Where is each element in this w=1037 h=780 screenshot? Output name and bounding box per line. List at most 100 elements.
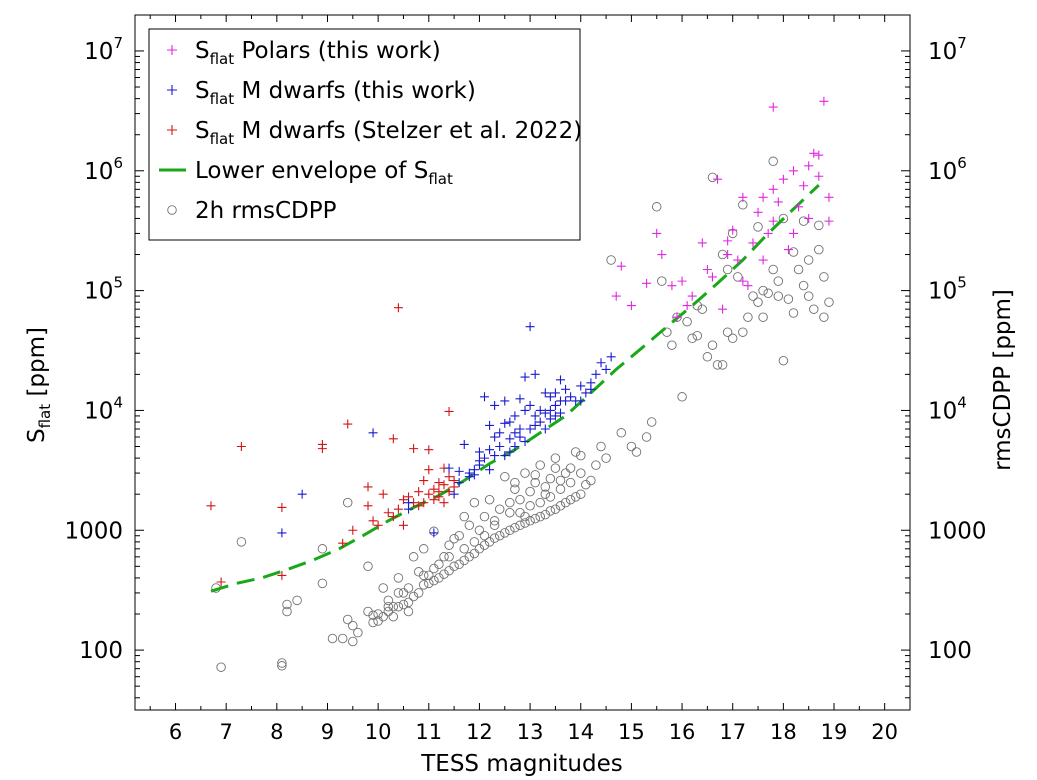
- cdpp-point: [550, 453, 561, 463]
- polars-point: [804, 161, 814, 171]
- cdpp-point: [510, 484, 520, 494]
- series-cdpp: [211, 156, 834, 672]
- cdpp-point: [444, 540, 454, 550]
- stelzer-point: [388, 434, 398, 444]
- stelzer-point: [444, 472, 454, 482]
- cdpp-point: [758, 285, 768, 296]
- cdpp-point: [565, 463, 576, 473]
- polars-point: [788, 228, 798, 238]
- polars-point: [697, 238, 707, 248]
- cdpp-point: [677, 392, 687, 402]
- polars-point: [783, 245, 793, 255]
- cdpp-point: [570, 447, 581, 457]
- x-tick-label: 7: [219, 720, 232, 744]
- cdpp-point: [500, 471, 510, 482]
- mdwarfs-point: [429, 528, 439, 538]
- x-tick-label: 6: [169, 720, 182, 744]
- cdpp-point: [494, 530, 505, 541]
- mdwarfs-point: [500, 396, 510, 406]
- cdpp-point: [413, 588, 424, 598]
- cdpp-point: [459, 555, 469, 566]
- cdpp-point: [489, 516, 500, 526]
- cdpp-point: [515, 520, 525, 531]
- mdwarfs-point: [530, 411, 540, 421]
- cdpp-point: [682, 316, 692, 327]
- stelzer-point: [439, 498, 449, 508]
- legend: Sflat Polars (this work) Sflat M dwarfs (…: [148, 28, 582, 241]
- cdpp-point: [449, 561, 459, 572]
- cdpp-point: [748, 291, 758, 301]
- cdpp-point: [687, 333, 697, 344]
- cdpp-point: [591, 460, 601, 470]
- cdpp-point: [342, 614, 353, 625]
- mdwarfs-point: [464, 472, 474, 482]
- cdpp-point: [819, 312, 829, 322]
- cdpp-point: [702, 352, 713, 362]
- mdwarfs-point: [500, 418, 510, 428]
- mdwarfs-point: [510, 411, 520, 421]
- cdpp-point: [560, 497, 571, 508]
- cdpp-point: [525, 486, 535, 497]
- cdpp-point: [408, 552, 419, 562]
- mdwarfs-point: [566, 392, 576, 402]
- cdpp-point: [692, 330, 703, 341]
- cdpp-point: [768, 264, 778, 275]
- mdwarfs-point: [596, 358, 606, 368]
- cdpp-point: [282, 599, 292, 610]
- mdwarfs-point: [540, 424, 550, 434]
- stelzer-point: [419, 476, 429, 486]
- mdwarfs-point: [576, 381, 586, 391]
- cdpp-point: [535, 511, 545, 522]
- cdpp-point: [550, 463, 561, 473]
- cdpp-point: [378, 611, 388, 622]
- mdwarfs-point: [277, 528, 287, 538]
- cdpp-point: [353, 627, 363, 638]
- cdpp-point: [540, 482, 551, 492]
- cdpp-point: [707, 172, 718, 183]
- mdwarfs-point: [606, 352, 616, 362]
- cdpp-point: [530, 513, 540, 524]
- cdpp-point: [449, 533, 459, 544]
- x-tick-label: 15: [618, 720, 645, 744]
- cdpp-point: [641, 432, 652, 442]
- cdpp-point: [530, 477, 540, 488]
- stelzer-point: [363, 482, 373, 492]
- polars-point: [738, 192, 748, 202]
- cdpp-point: [393, 573, 404, 583]
- cdpp-point: [469, 497, 480, 508]
- mdwarfs-point: [510, 428, 520, 438]
- stelzer-point: [419, 498, 429, 508]
- cdpp-point: [798, 216, 809, 226]
- mdwarfs-point: [601, 364, 611, 374]
- cdpp-point: [697, 304, 708, 314]
- mdwarfs-point: [540, 408, 550, 418]
- cdpp-point: [586, 475, 596, 486]
- cdpp-point: [500, 528, 510, 538]
- x-tick-label: 16: [669, 720, 696, 744]
- cdpp-point: [342, 497, 353, 508]
- stelzer-point: [317, 444, 327, 454]
- polars-point: [758, 255, 768, 265]
- cdpp-point: [484, 494, 495, 505]
- cdpp-point: [408, 591, 419, 602]
- mdwarfs-point: [495, 428, 505, 438]
- cdpp-point: [429, 563, 439, 574]
- cdpp-point: [520, 468, 530, 478]
- legend-label-envelope: Lower envelope of Sflat: [195, 158, 453, 188]
- cdpp-point: [778, 355, 789, 366]
- mdwarfs-point: [505, 434, 515, 444]
- mdwarfs-point: [561, 396, 571, 406]
- polars-point: [616, 261, 626, 271]
- cdpp-point: [277, 661, 287, 671]
- polars-point: [682, 301, 692, 311]
- cdpp-point: [722, 327, 733, 337]
- mdwarfs-point: [515, 424, 525, 434]
- y-axis-label-left-unit: [ppm]: [24, 327, 50, 404]
- cdpp-point: [418, 544, 429, 554]
- mdwarfs-point: [505, 447, 515, 457]
- cdpp-point: [545, 506, 556, 516]
- mdwarfs-point: [485, 465, 495, 475]
- cdpp-point: [439, 569, 449, 579]
- cdpp-point: [444, 552, 454, 562]
- cdpp-point: [464, 552, 475, 562]
